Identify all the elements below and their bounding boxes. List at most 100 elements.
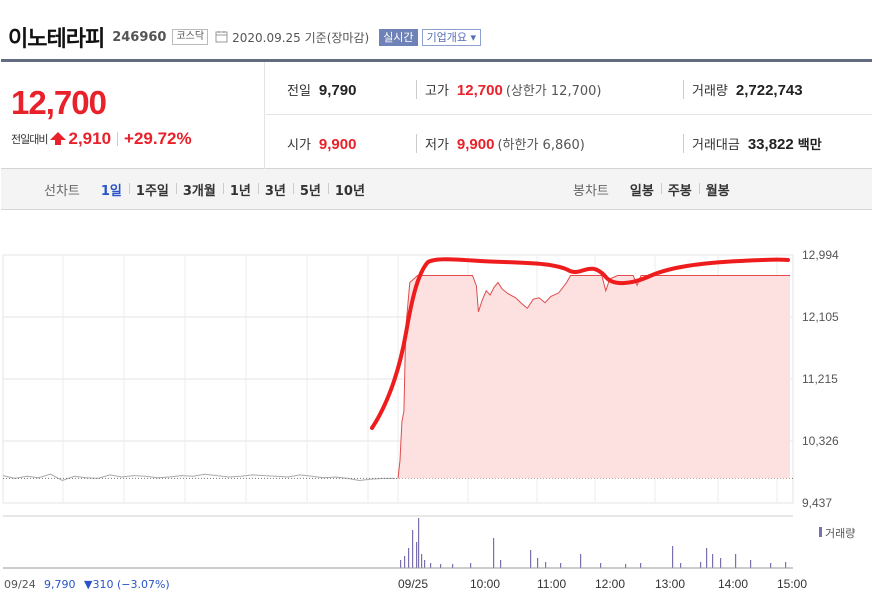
volume-bar	[452, 564, 454, 568]
y-tick-label: 10,326	[802, 434, 839, 448]
high-cell: 고가 12,700 (상한가 12,700)	[416, 80, 601, 99]
volume-bar	[750, 560, 752, 568]
open-value: 9,900	[318, 136, 357, 153]
volume-bar	[493, 538, 495, 568]
calendar-icon	[215, 28, 228, 47]
volume-value: 2,722,743	[735, 82, 803, 99]
price-panel: 12,700 전일대비 2,910 +29.72%	[1, 62, 265, 169]
volume-bar	[421, 554, 423, 568]
candle-chart-tabs: 봉차트 일봉 주봉 월봉	[573, 169, 737, 210]
tab-daily-candle[interactable]: 일봉	[629, 184, 654, 199]
tab-weekly-candle[interactable]: 주봉	[660, 180, 699, 199]
prev-close-label: 전일	[287, 84, 311, 99]
volume-bar	[640, 563, 642, 568]
volume-bar	[720, 558, 722, 568]
prev-close-cell: 전일 9,790	[287, 80, 356, 99]
volume-bar	[735, 554, 737, 568]
tab-1year[interactable]: 1년	[222, 180, 258, 199]
upper-limit-note: (상한가 12,700)	[505, 84, 602, 99]
y-axis-labels: 12,994 12,105 11,215 10,326 9,437	[802, 248, 839, 510]
low-value: 9,900	[456, 136, 495, 153]
line-chart-tabs: 선차트 1일 1주일 3개월 1년 3년 5년 10년	[44, 169, 372, 210]
lower-limit-note: (하한가 6,860)	[497, 138, 585, 153]
change-line: 전일대비 2,910 +29.72%	[11, 129, 192, 149]
red-trend-annotation	[370, 257, 790, 430]
volume-bar	[430, 563, 432, 568]
up-arrow-icon	[50, 130, 67, 149]
market-badge: 코스닥	[172, 29, 209, 45]
volume-bar	[416, 542, 418, 568]
divider	[117, 132, 119, 146]
tab-5year[interactable]: 5년	[292, 180, 328, 199]
chart-period-tabs: 선차트 1일 1주일 3개월 1년 3년 5년 10년 봉차트 일봉 주봉 월봉	[1, 169, 872, 210]
low-cell: 저가 9,900 (하한가 6,860)	[416, 134, 585, 153]
volume-bars: 거래량	[3, 515, 855, 569]
volume-bar	[500, 560, 502, 568]
volume-bar	[545, 562, 547, 568]
volume-bar	[412, 530, 414, 568]
volume-bar	[440, 564, 442, 568]
volume-bar	[770, 563, 772, 568]
volume-legend-label: 거래량	[825, 527, 855, 540]
open-label: 시가	[287, 138, 311, 153]
tab-3month[interactable]: 3개월	[175, 180, 223, 199]
x-axis-labels: 09/25 10:00 11:00 12:00 13:00 14:00 15:00 09/24…	[4, 577, 807, 591]
change-label: 전일대비	[11, 133, 48, 146]
trade-value-label: 거래대금	[692, 138, 740, 153]
volume-bar	[470, 563, 472, 568]
volume-bar	[580, 554, 582, 568]
volume-bar	[706, 548, 708, 568]
prev-day-price: 9,790	[44, 578, 76, 591]
x-tick-label: 11:00	[537, 577, 566, 591]
volume-cell: 거래량 2,722,743	[683, 80, 803, 99]
company-info-dropdown[interactable]: 기업개요 ▾	[421, 28, 482, 46]
realtime-button[interactable]: 실시간	[379, 28, 418, 46]
volume-bar	[424, 560, 426, 568]
x-tick-label: 13:00	[655, 577, 685, 591]
change-rate: +29.72%	[124, 129, 192, 148]
volume-bar	[408, 548, 410, 568]
open-cell: 시가 9,900	[287, 134, 356, 153]
stock-code: 246960	[112, 29, 167, 45]
volume-bar	[530, 550, 532, 568]
y-tick-label: 12,105	[802, 310, 839, 324]
y-tick-label: 12,994	[802, 248, 839, 262]
volume-bar	[537, 558, 539, 568]
change-amount: 2,910	[68, 129, 112, 148]
intraday-price-chart: 12,994 12,105 11,215 10,326 9,437 거래량 09/25 1…	[2, 248, 855, 591]
stock-header: 이노테라피 246960 코스닥 2020.09.25 기준(장마감) 실시간 …	[8, 22, 482, 52]
quote-row-1: 전일 9,790 고가 12,700 (상한가 12,700) 거래량 2,72…	[266, 62, 872, 115]
y-tick-label: 9,437	[802, 496, 832, 510]
quote-row-2: 시가 9,900 저가 9,900 (하한가 6,860) 거래대금 33,82…	[266, 116, 872, 169]
tab-10year[interactable]: 10년	[327, 180, 372, 199]
tab-1week[interactable]: 1주일	[128, 180, 176, 199]
volume-legend-icon	[819, 527, 822, 537]
price-area-fill	[398, 275, 790, 479]
tab-3year[interactable]: 3년	[257, 180, 293, 199]
prev-day-change: ▼310 (−3.07%)	[84, 578, 170, 591]
tab-1day[interactable]: 1일	[100, 184, 122, 199]
high-value: 12,700	[456, 82, 503, 99]
line-chart-label: 선차트	[44, 184, 80, 199]
low-label: 저가	[425, 138, 449, 153]
volume-bar	[400, 560, 402, 568]
volume-bar	[418, 518, 420, 568]
volume-bar	[625, 564, 627, 568]
x-tick-label: 12:00	[595, 577, 625, 591]
x-tick-label: 15:00	[777, 577, 807, 591]
volume-bar	[560, 563, 562, 568]
x-tick-label: 10:00	[470, 577, 500, 591]
current-price: 12,700	[11, 84, 107, 121]
prev-day-line	[2, 473, 395, 482]
hand-drawn-annotation	[370, 257, 790, 430]
tab-monthly-candle[interactable]: 월봉	[698, 180, 737, 199]
y-tick-label: 11,215	[802, 372, 838, 386]
volume-bar	[700, 562, 702, 568]
candle-chart-label: 봉차트	[573, 184, 609, 199]
high-label: 고가	[425, 84, 449, 99]
volume-bar	[785, 562, 787, 568]
base-date: 2020.09.25 기준(장마감)	[232, 30, 370, 45]
prev-close-value: 9,790	[318, 82, 357, 99]
price-area-series	[397, 275, 790, 479]
prev-day-series	[2, 473, 793, 482]
